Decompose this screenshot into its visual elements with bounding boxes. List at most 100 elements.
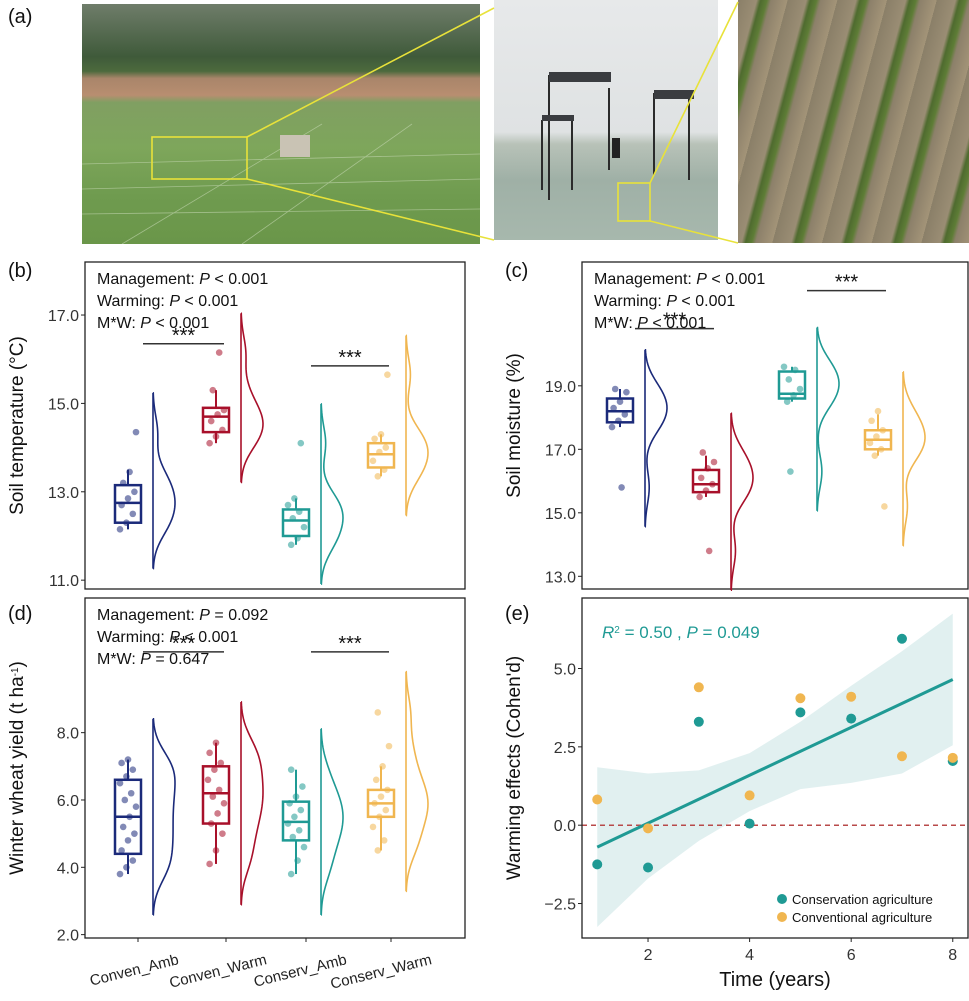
density-curve	[816, 326, 840, 512]
data-point	[116, 526, 124, 533]
data-point	[209, 386, 217, 394]
panel-label-c: (c)	[505, 260, 529, 282]
significance-label: ***	[835, 272, 859, 294]
y-tick-label: 17.0	[48, 308, 79, 325]
y-tick-label: 15.0	[545, 506, 576, 523]
y-tick-label: 0.0	[554, 818, 576, 835]
data-point	[785, 376, 793, 383]
data-point	[874, 407, 882, 415]
data-point	[621, 411, 629, 418]
data-point	[211, 766, 218, 773]
data-point	[369, 823, 377, 831]
data-point	[702, 487, 710, 494]
significance-label: ***	[663, 310, 687, 332]
data-point	[204, 776, 212, 784]
data-point	[610, 404, 617, 412]
data-point	[592, 859, 603, 870]
data-point	[206, 439, 213, 447]
data-point	[207, 820, 215, 827]
data-point	[123, 864, 130, 871]
data-point	[616, 398, 624, 405]
data-point	[119, 823, 127, 831]
x-tick-label: 2	[644, 947, 653, 964]
y-tick-label: −2.5	[544, 897, 576, 914]
data-point	[379, 763, 386, 770]
y-axis-label: Warming effects (Cohen'd)	[504, 656, 525, 880]
data-point	[219, 426, 226, 434]
y-axis-label: Soil temperature (°C)	[7, 336, 28, 515]
density-curve	[644, 348, 668, 528]
data-point	[295, 508, 303, 515]
stats-line: M*W: P < 0.001	[97, 315, 209, 332]
data-point	[710, 458, 718, 466]
data-point	[623, 388, 630, 396]
data-point	[377, 431, 385, 438]
data-point	[879, 426, 887, 434]
y-tick-label: 11.0	[49, 573, 79, 590]
data-point	[787, 468, 794, 475]
stats-line: Management: P = 0.092	[97, 607, 268, 624]
data-point	[371, 800, 378, 807]
data-point	[297, 806, 305, 814]
data-point	[300, 523, 308, 531]
data-point	[287, 541, 295, 549]
y-tick-label: 8.0	[57, 726, 79, 743]
density-curve	[405, 670, 429, 893]
data-point	[783, 398, 791, 405]
data-point	[121, 796, 129, 804]
data-point	[215, 786, 223, 794]
density-curve	[320, 403, 344, 585]
data-point	[129, 510, 137, 518]
stats-line: M*W: P < 0.001	[594, 315, 706, 332]
data-point	[217, 759, 225, 767]
y-tick-label: 4.0	[57, 860, 79, 877]
data-point	[704, 465, 711, 472]
y-tick-label: 5.0	[554, 662, 576, 679]
data-point	[287, 870, 295, 878]
confidence-band	[597, 613, 953, 928]
data-point	[297, 439, 305, 447]
x-axis-label: Time (years)	[719, 969, 830, 991]
density-curve	[240, 701, 264, 906]
data-point	[126, 468, 133, 476]
data-point	[116, 779, 124, 787]
significance-label: ***	[338, 347, 362, 369]
significance-label: ***	[338, 633, 362, 655]
data-point	[791, 366, 799, 374]
data-point	[795, 707, 806, 718]
data-point	[220, 800, 228, 807]
data-point	[382, 806, 390, 814]
data-point	[289, 833, 297, 841]
data-point	[896, 751, 907, 762]
stats-line: Warming: P < 0.001	[97, 629, 238, 646]
data-point	[287, 766, 295, 773]
x-tick-label: 8	[948, 947, 957, 964]
data-point	[131, 488, 138, 496]
data-point	[697, 474, 705, 482]
panel-label-e: (e)	[505, 603, 530, 625]
legend-marker	[777, 912, 787, 922]
data-point	[371, 435, 378, 443]
plot-frame	[84, 261, 466, 590]
data-point	[129, 857, 137, 864]
data-point	[129, 766, 137, 773]
data-point	[206, 749, 213, 757]
data-point	[212, 739, 220, 747]
data-point	[291, 813, 298, 821]
data-point	[744, 818, 755, 829]
data-point	[382, 444, 390, 451]
data-point	[705, 547, 713, 555]
panel-label-b: (b)	[8, 260, 33, 282]
data-point	[214, 810, 221, 817]
legend-label: Conventional agriculture	[792, 910, 932, 925]
data-point	[284, 501, 292, 509]
density-curve	[730, 412, 754, 591]
data-point	[384, 371, 391, 378]
data-point	[215, 349, 223, 356]
plot-frame	[581, 597, 969, 939]
data-point	[300, 843, 308, 851]
significance-label: ***	[172, 325, 196, 347]
